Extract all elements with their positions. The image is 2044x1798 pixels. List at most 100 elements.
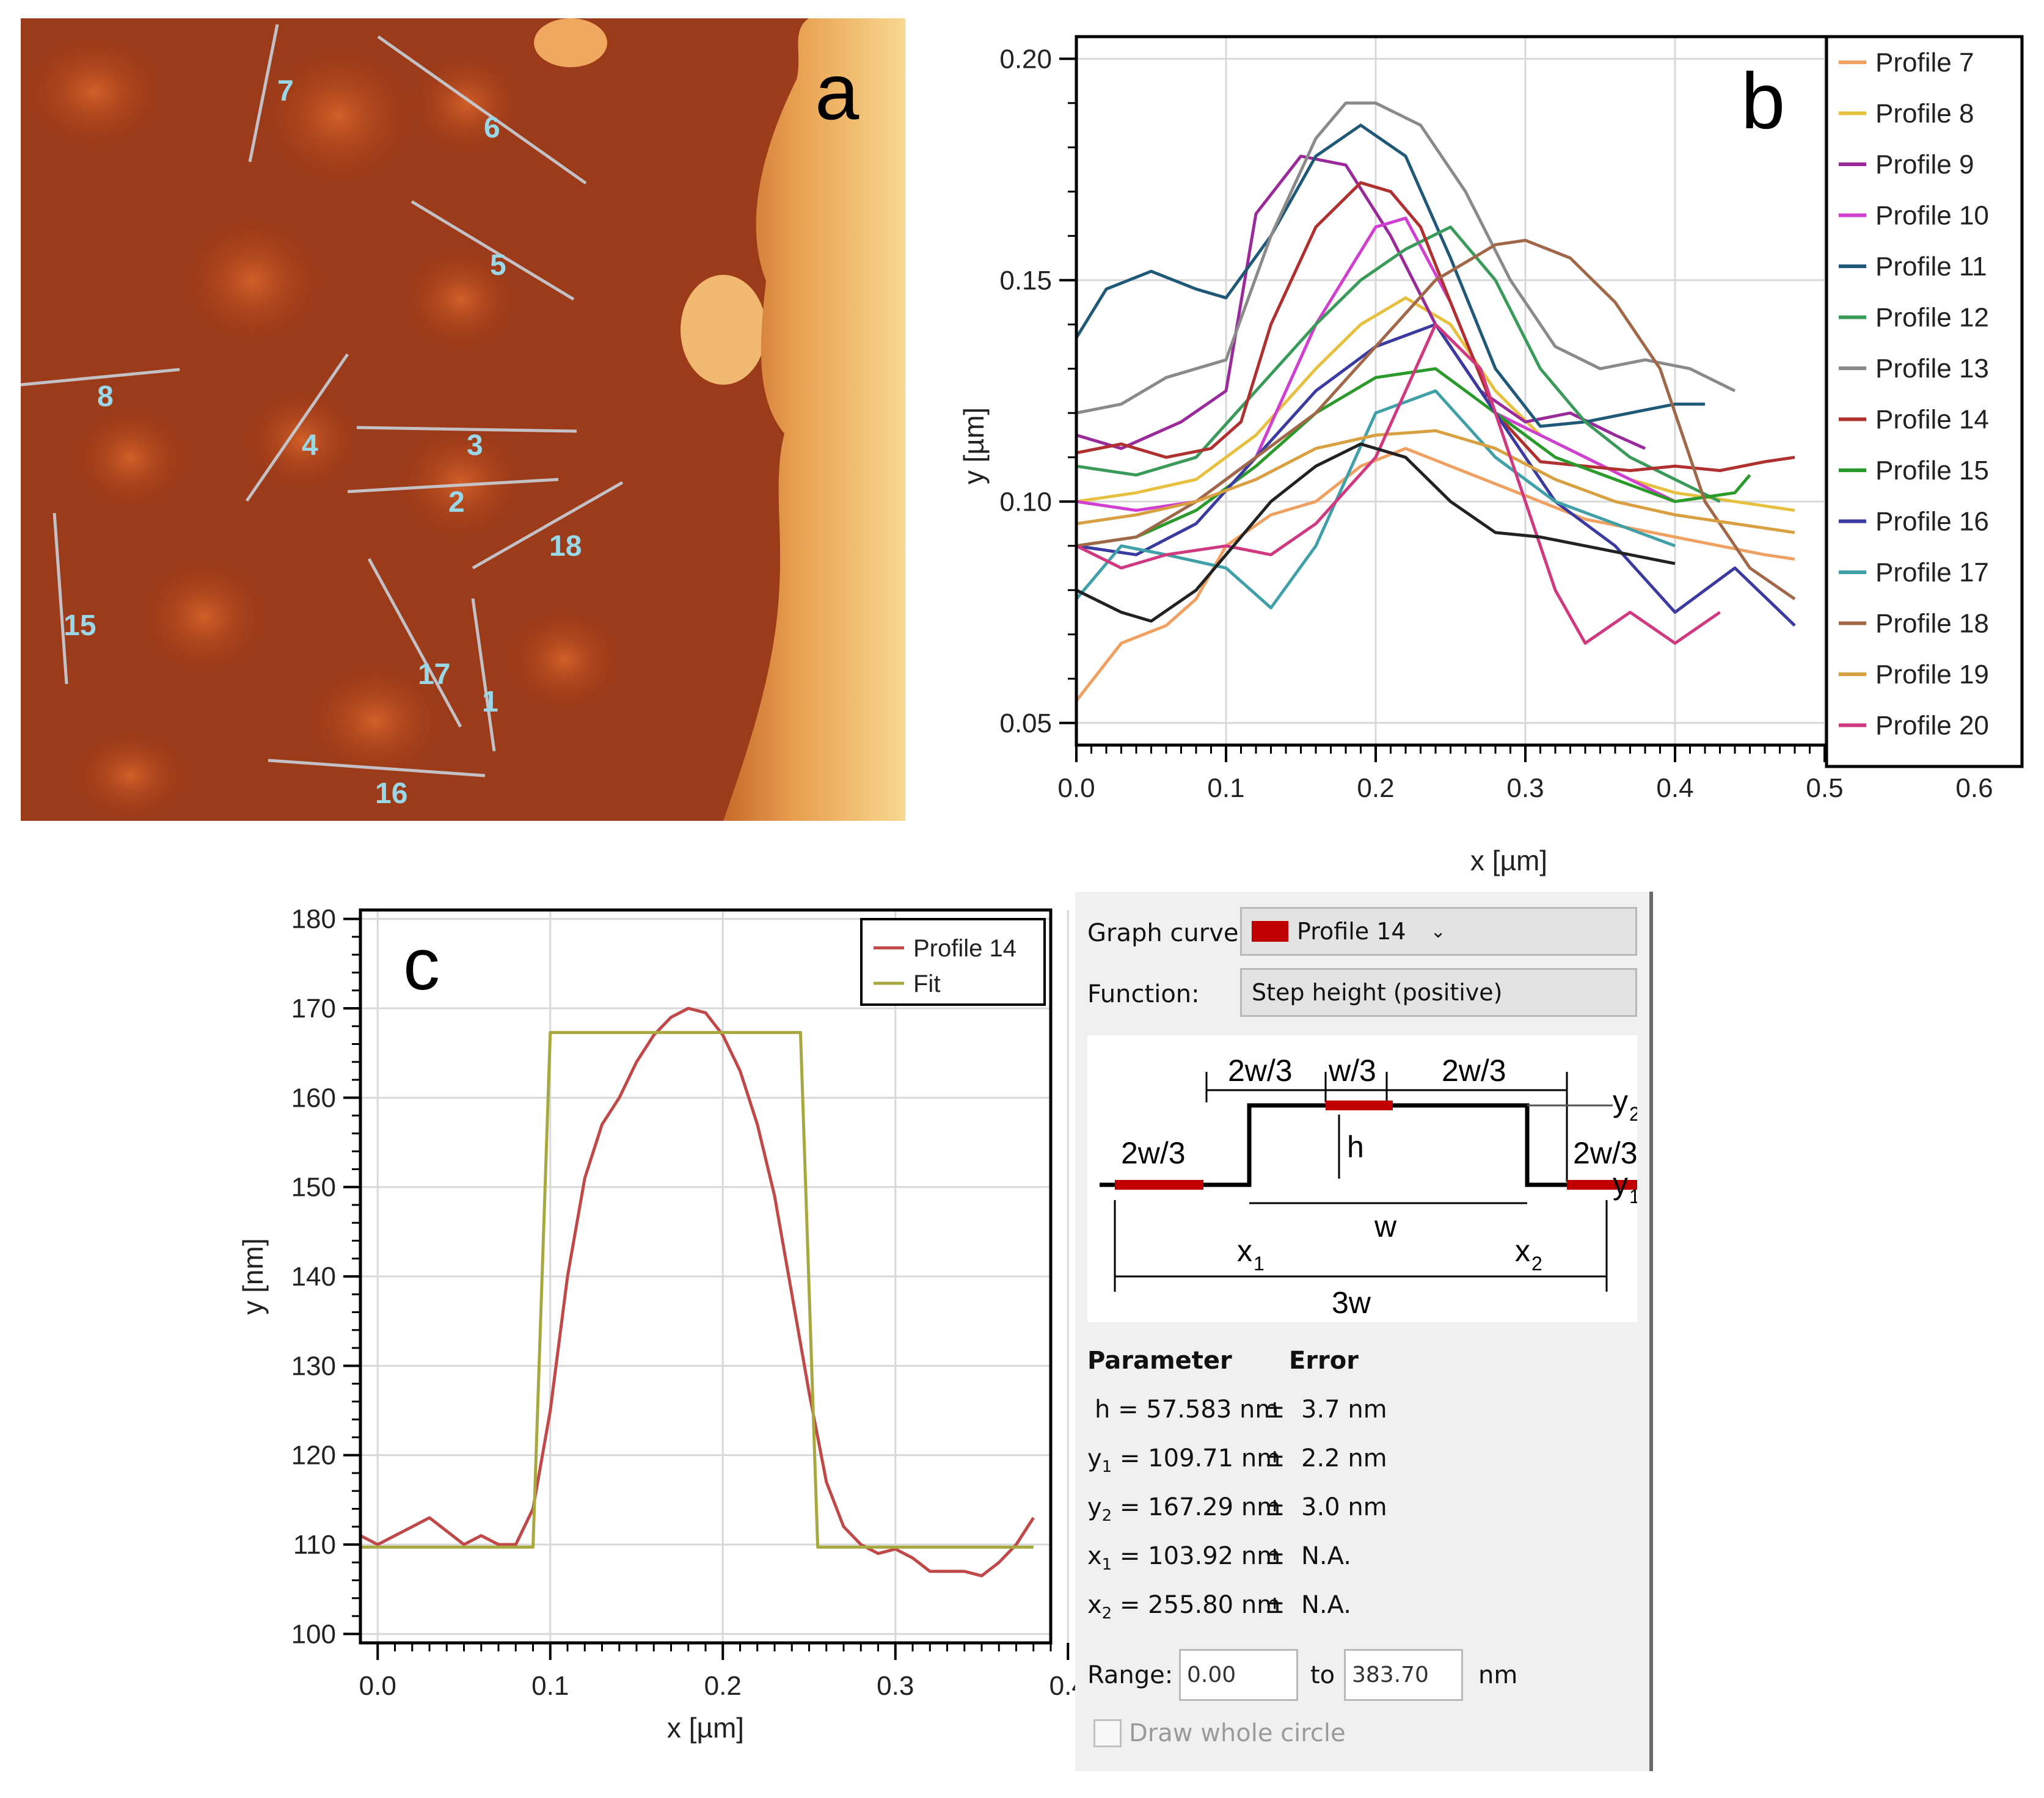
y-tick-label: 0.10 xyxy=(999,487,1052,517)
profile-label-15: 15 xyxy=(64,610,96,642)
series-line-profile-13 xyxy=(1076,101,1736,415)
y-ticks-c: 100 110 120 130 140 150 160 170 180 xyxy=(291,904,360,1649)
profile-label-3: 3 xyxy=(467,429,483,462)
param-value: = 109.71 nm xyxy=(1112,1444,1281,1472)
diagram-base-right: 2w/3 xyxy=(1573,1136,1637,1170)
legend-label-profile-10: Profile 10 xyxy=(1875,201,1989,231)
legend-label-profile-18: Profile 18 xyxy=(1875,609,1989,639)
x-tick-label: 0.5 xyxy=(1806,773,1843,803)
profiles-chart-panel: 0.0 0.1 0.2 0.3 0.4 0.5 0.6 0.05 0.10 0.15 0.20 x… xyxy=(941,18,2044,892)
graph-curve-color-swatch xyxy=(1252,921,1288,942)
profile-label-8: 8 xyxy=(97,380,114,413)
series-line-profile-14 xyxy=(1076,181,1795,472)
fit-settings-panel: Graph curve: Profile 14 ⌄ Function: Step… xyxy=(1075,892,1653,1771)
y-tick-label: 0.15 xyxy=(999,266,1052,296)
series-line-profile-12 xyxy=(1076,225,1721,503)
series-line-profile-20 xyxy=(1075,322,1721,645)
diagram-x2-sub: 2 xyxy=(1531,1253,1542,1275)
series-line-profile-unlabeled-black xyxy=(1075,442,1676,623)
graph-curve-select[interactable]: Profile 14 ⌄ xyxy=(1240,907,1637,956)
x-tick-label: 0.2 xyxy=(1357,773,1394,803)
range-to-input[interactable]: 383.70 xyxy=(1344,1649,1463,1701)
diagram-base-left-marker xyxy=(1115,1180,1203,1190)
graph-curve-value: Profile 14 xyxy=(1297,918,1406,945)
legend-label-profile-13: Profile 13 xyxy=(1875,354,1989,384)
legend-label-profile-11: Profile 11 xyxy=(1875,252,1987,282)
afm-image: 7 6 5 8 4 3 2 18 15 17 1 16 a xyxy=(20,18,905,821)
param-error: 3.0 nm xyxy=(1301,1493,1387,1521)
diagram-background xyxy=(1087,1035,1637,1322)
param-subscript: 1 xyxy=(1101,1458,1112,1476)
diagram-x1-sub: 1 xyxy=(1254,1253,1265,1275)
y-tick-label: 110 xyxy=(293,1530,336,1560)
range-unit: nm xyxy=(1478,1661,1518,1689)
param-value: = 255.80 nm xyxy=(1112,1591,1281,1619)
diagram-x2: x xyxy=(1515,1234,1530,1268)
param-plus-minus: ± xyxy=(1265,1396,1285,1424)
draw-whole-circle-checkbox[interactable] xyxy=(1093,1719,1122,1747)
param-name: x xyxy=(1087,1542,1102,1570)
function-select[interactable]: Step height (positive) xyxy=(1240,968,1637,1017)
param-value: = 103.92 nm xyxy=(1112,1542,1281,1570)
series-line-profile-9 xyxy=(1076,155,1646,450)
step-height-diagram: 2w/3 w/3 2w/3 2w/3 2w/3 h w x 1 x 2 y 2 … xyxy=(1087,1035,1637,1322)
diagram-w: w xyxy=(1374,1209,1397,1243)
profile-line-labels: 7 6 5 8 4 3 2 18 15 17 1 16 xyxy=(64,75,582,810)
y-tick-label: 160 xyxy=(291,1083,336,1113)
param-subscript: 1 xyxy=(1101,1556,1112,1574)
profile-label-16: 16 xyxy=(375,777,407,810)
y-ticks-b: 0.05 0.10 0.15 0.20 xyxy=(999,44,1076,738)
param-error: N.A. xyxy=(1301,1542,1352,1570)
step-fit-chart: 0.0 0.1 0.2 0.3 0.4 100110120130140150160170… xyxy=(237,904,1087,1744)
profile-label-5: 5 xyxy=(490,249,506,282)
param-row: h = 57.583 nm xyxy=(1087,1396,1279,1424)
afm-image-panel: 7 6 5 8 4 3 2 18 15 17 1 16 a xyxy=(20,18,905,821)
x-tick-label: 0.3 xyxy=(1506,773,1544,803)
x-tick-label: 0.1 xyxy=(1207,773,1244,803)
panel-c-label: c xyxy=(403,923,440,1005)
y-tick-label: 140 xyxy=(291,1262,336,1292)
range-to-label: to xyxy=(1310,1661,1335,1689)
profiles-chart: 0.0 0.1 0.2 0.3 0.4 0.5 0.6 0.05 0.10 0.15 0.20 x… xyxy=(958,35,2024,876)
range-from-input[interactable]: 0.00 xyxy=(1179,1649,1298,1701)
chevron-down-icon: ⌄ xyxy=(1430,920,1446,942)
series-line-profile-14 xyxy=(359,1006,1035,1578)
param-value: = 167.29 nm xyxy=(1112,1493,1281,1521)
profile-label-7: 7 xyxy=(277,75,294,107)
param-value: = 57.583 nm xyxy=(1110,1396,1279,1424)
series-line-profile-18 xyxy=(1076,239,1796,600)
legend-label-profile-8: Profile 8 xyxy=(1875,99,1974,129)
x-axis-label-b: x [µm] xyxy=(1470,845,1547,876)
param-name: x xyxy=(1087,1591,1102,1619)
x-tick-label: 0.1 xyxy=(531,1671,569,1701)
legend-label-profile-16: Profile 16 xyxy=(1875,507,1989,537)
legend-label-profile-14: Profile 14 xyxy=(1875,405,1989,435)
y-tick-label: 0.05 xyxy=(999,708,1052,738)
series-line-profile-7 xyxy=(1075,446,1795,702)
profile-label-17: 17 xyxy=(418,658,450,691)
legend-box-c xyxy=(860,918,1046,1006)
diagram-x1: x xyxy=(1237,1234,1252,1268)
y-tick-label: 120 xyxy=(291,1441,336,1471)
series-line-profile-15 xyxy=(1076,367,1751,548)
legend-label-profile-15: Profile 15 xyxy=(1875,456,1989,486)
panel-a-label: a xyxy=(815,47,860,136)
param-name: y xyxy=(1087,1444,1102,1472)
legend-label-profile-20: Profile 20 xyxy=(1875,711,1989,741)
profile-lines xyxy=(20,24,624,777)
x-tick-label: 0.2 xyxy=(704,1671,742,1701)
series-line-profile-17 xyxy=(1075,389,1676,610)
param-error: 3.7 nm xyxy=(1301,1396,1387,1424)
param-row: y1 = 109.71 nm xyxy=(1087,1444,1280,1476)
y-tick-label: 130 xyxy=(291,1351,336,1381)
profile-label-4: 4 xyxy=(302,429,318,462)
x-tick-label: 0.0 xyxy=(1057,773,1095,803)
error-header: Error xyxy=(1289,1347,1359,1375)
y-tick-label: 100 xyxy=(291,1619,336,1649)
param-error: N.A. xyxy=(1301,1591,1352,1619)
diagram-seg-right: 2w/3 xyxy=(1442,1054,1506,1088)
series-line-profile-19 xyxy=(1076,429,1795,534)
diagram-seg-left: 2w/3 xyxy=(1228,1054,1293,1088)
legend-label-profile-12: Profile 12 xyxy=(1875,303,1989,333)
param-plus-minus: ± xyxy=(1265,1591,1285,1619)
